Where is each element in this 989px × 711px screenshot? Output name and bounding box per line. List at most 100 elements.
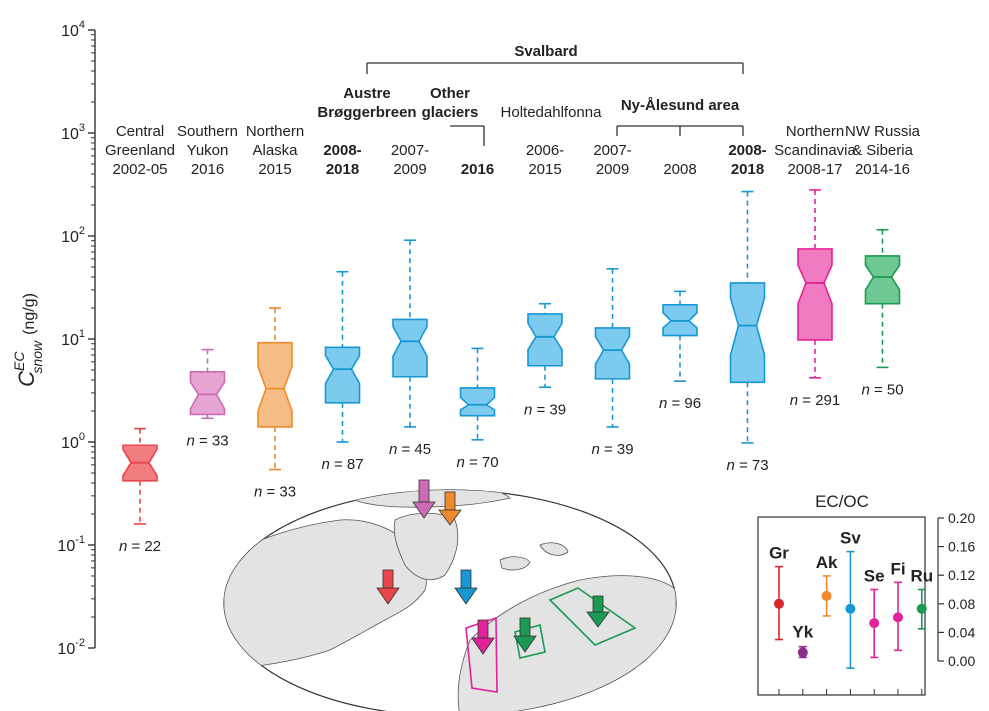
category-label: Central — [116, 123, 164, 140]
arrow-yukon-icon — [412, 479, 436, 519]
austre-label-1: Austre — [343, 85, 391, 102]
n-symbol: n — [186, 432, 194, 449]
category-label: Scandinavia — [774, 142, 856, 159]
n-value: = 291 — [798, 392, 840, 409]
y-tick-base: 10 — [57, 641, 75, 658]
category-label: Northern — [786, 123, 844, 140]
y-tick-base: 10 — [61, 23, 79, 40]
nyalesund-label: Ny-Ålesund area — [621, 97, 740, 114]
sample-size-labels: n = 22n = 33n = 33n = 87n = 45n = 70n = … — [119, 381, 904, 555]
box-plots — [122, 189, 901, 525]
n-label: n = 70 — [456, 454, 498, 471]
n-symbol: n — [524, 401, 532, 418]
y-tick-base: 10 — [61, 229, 79, 246]
y-tick-exponent: 0 — [79, 431, 85, 443]
category-label: 2006- — [526, 142, 564, 159]
category-label: 2018 — [731, 161, 764, 178]
y-tick-exponent: 1 — [79, 328, 85, 340]
category-label: 2016 — [461, 161, 494, 178]
n-label: n = 87 — [321, 456, 363, 473]
inset-point — [869, 618, 880, 629]
arrow-alaska-icon — [438, 491, 462, 526]
y-tick-exponent: -2 — [75, 637, 85, 649]
n-label: n = 96 — [659, 395, 701, 412]
category-label: 2002-05 — [112, 161, 167, 178]
n-label: n = 33 — [254, 484, 296, 501]
n-symbol: n — [591, 441, 599, 458]
n-symbol: n — [456, 454, 464, 471]
category-label: NW Russia — [845, 123, 921, 140]
region-siberia — [548, 587, 637, 646]
other-glaciers-label-2: glaciers — [422, 104, 479, 121]
notched-box — [864, 255, 901, 305]
y-tick-exponent: 4 — [79, 19, 85, 31]
y-tick-label: 102 — [61, 225, 85, 246]
n-value: = 96 — [667, 395, 701, 412]
holtedahl-label: Holtedahlfonna — [501, 104, 603, 121]
category-label: 2015 — [528, 161, 561, 178]
other-glaciers-label-1: Other — [430, 85, 470, 102]
category-label: 2014-16 — [855, 161, 910, 178]
n-value: = 22 — [127, 538, 161, 555]
n-value: = 70 — [465, 454, 499, 471]
arrow-greenland-icon — [376, 569, 400, 605]
n-symbol: n — [321, 456, 329, 473]
n-label: n = 22 — [119, 538, 161, 555]
category-label: & Siberia — [852, 142, 914, 159]
n-value: = 33 — [195, 432, 229, 449]
ylabel-base: C — [14, 371, 39, 387]
arrow-siberia-icon — [586, 595, 610, 628]
land-islands — [499, 542, 569, 571]
n-symbol: n — [861, 381, 869, 398]
category-label: 2008- — [728, 142, 766, 159]
austre-label-2: Brøggerbreen — [317, 104, 416, 121]
y-tick-label: 101 — [61, 328, 85, 349]
n-label: n = 39 — [591, 441, 633, 458]
category-label: 2008- — [323, 142, 361, 159]
category-label: 2009 — [596, 161, 629, 178]
category-label: 2008-17 — [787, 161, 842, 178]
notched-box — [324, 346, 361, 404]
land-north-america — [224, 519, 427, 669]
category-label: 2015 — [258, 161, 291, 178]
category-label: Southern — [177, 123, 238, 140]
inset-point-label: Gr — [769, 544, 789, 563]
ylabel-superscript: EC — [11, 351, 27, 371]
inset-point — [797, 647, 808, 658]
arrow-svalbard-icon — [454, 569, 478, 605]
inset-y-tick-label: 0.00 — [948, 653, 975, 669]
inset-point — [916, 603, 927, 614]
inset-title: EC/OC — [815, 492, 869, 511]
arrow-scandinavia-icon — [471, 619, 495, 655]
category-label: Greenland — [105, 142, 175, 159]
category-label: 2009 — [393, 161, 426, 178]
n-value: = 50 — [870, 381, 904, 398]
category-label: Northern — [246, 123, 304, 140]
y-tick-exponent: -1 — [75, 534, 85, 546]
n-label: n = 45 — [389, 441, 431, 458]
y-axis-title: CEC snow (ng/g) — [11, 293, 45, 387]
ylabel-unit: (ng/g) — [21, 293, 38, 335]
category-labels: Central Greenland 2002-05 Southern Yukon 2016… — [105, 123, 921, 178]
inset-y-tick-label: 0.12 — [948, 567, 975, 583]
svalbard-label: Svalbard — [514, 43, 577, 60]
y-tick-base: 10 — [61, 126, 79, 143]
inset-point-label: Sv — [840, 529, 861, 548]
n-value: = 33 — [262, 484, 296, 501]
inset-y-tick-label: 0.16 — [948, 539, 975, 555]
n-value: = 45 — [397, 441, 431, 458]
n-value: = 73 — [735, 457, 769, 474]
inset-frame — [757, 516, 926, 696]
inset-point — [774, 598, 784, 609]
notched-box — [459, 387, 496, 417]
arrow-russia-icon — [513, 617, 537, 653]
notched-box — [189, 371, 226, 416]
notched-box — [257, 341, 293, 428]
category-label: Alaska — [252, 142, 298, 159]
inset-y-tick-label: 0.04 — [948, 624, 975, 640]
n-label: n = 73 — [726, 457, 768, 474]
y-tick-label: 104 — [61, 19, 85, 40]
n-value: = 87 — [330, 456, 364, 473]
